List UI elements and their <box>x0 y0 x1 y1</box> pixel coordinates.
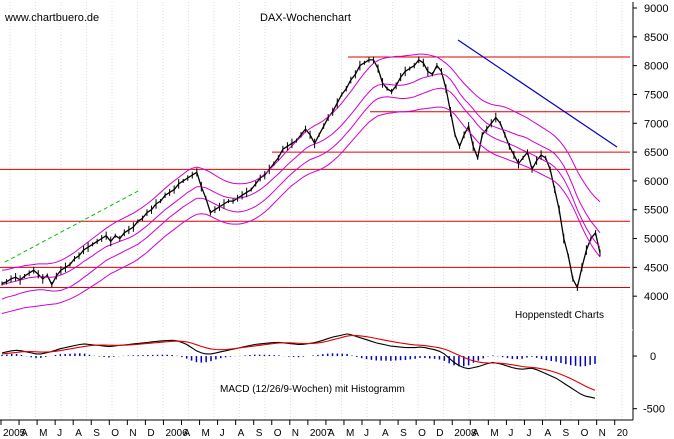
x-tick-label: S <box>93 428 100 439</box>
y-tick-label: 4500 <box>644 262 668 274</box>
y-tick-label: 9000 <box>644 3 668 15</box>
x-tick-label: A <box>545 428 552 439</box>
macd-panel <box>1 333 596 399</box>
x-tick-label: N <box>129 428 136 439</box>
axes <box>0 2 634 421</box>
x-tick-label: A <box>75 428 82 439</box>
x-tick-label: J <box>508 428 513 439</box>
x-tick-label: A <box>382 428 389 439</box>
horizontal-levels <box>0 56 630 289</box>
y-tick-label: 4000 <box>644 291 668 303</box>
x-tick-label: A <box>21 428 28 439</box>
y-tick-label: 6000 <box>644 176 668 188</box>
price-series <box>1 53 601 314</box>
chart-title: DAX-Wochenchart <box>260 12 351 24</box>
y-tick-label: 7000 <box>644 118 668 130</box>
source-note: Hoppenstedt Charts <box>515 310 604 321</box>
x-tick-label: O <box>418 428 426 439</box>
watermark: www.chartbuero.de <box>4 12 99 24</box>
y-tick-label: 8000 <box>644 61 668 73</box>
x-tick-label: 2008 <box>454 428 477 439</box>
x-tick-label: O <box>581 428 589 439</box>
x-tick-label: M <box>39 428 47 439</box>
downtrend-line <box>457 39 618 148</box>
x-tick-label: S <box>400 428 407 439</box>
x-tick-label: 2005 <box>3 428 26 439</box>
x-tick-label: J <box>220 428 225 439</box>
macd-label: MACD (12/26/9-Wochen) mit Histogramm <box>220 384 405 395</box>
macd-tick-label: 0 <box>650 351 656 363</box>
x-tick-label: 20 <box>617 428 629 439</box>
x-tick-label: J <box>57 428 62 439</box>
x-tick-label: J <box>526 428 531 439</box>
y-tick-label: 6500 <box>644 147 668 159</box>
lower-band-line <box>1 106 601 314</box>
signal-line <box>1 334 596 391</box>
x-tick-label: A <box>184 428 191 439</box>
x-tick-label: 2006 <box>165 428 188 439</box>
y-tick-label: 5500 <box>644 205 668 217</box>
x-tick-label: A <box>472 428 479 439</box>
inner-band-line <box>1 87 601 300</box>
uptrend-dashed-line <box>4 189 141 263</box>
trendlines <box>4 39 618 263</box>
grid-layer <box>9 2 623 420</box>
x-tick-label: N <box>292 428 299 439</box>
x-tick-label: D <box>436 428 443 439</box>
x-tick-label: A <box>238 428 245 439</box>
x-tick-label: S <box>563 428 570 439</box>
y-axis-ticks: 9000 8500 8000 7500 7000 6500 6000 5500 5000 4500… <box>633 3 668 416</box>
y-tick-label: 8500 <box>644 32 668 44</box>
moving-average-line <box>1 73 601 286</box>
x-tick-label: M <box>346 428 354 439</box>
x-tick-label: D <box>147 428 154 439</box>
macd-tick-label: -500 <box>643 404 665 416</box>
y-tick-label: 7500 <box>644 89 668 101</box>
y-tick-label: 5000 <box>644 234 668 246</box>
x-tick-label: J <box>364 428 369 439</box>
x-tick-label: S <box>256 428 263 439</box>
x-tick-label: N <box>599 428 606 439</box>
x-tick-label: O <box>274 428 282 439</box>
x-tick-label: O <box>111 428 119 439</box>
x-tick-label: M <box>202 428 210 439</box>
x-tick-label: M <box>490 428 498 439</box>
x-tick-label: A <box>328 428 335 439</box>
x-tick-label: 2007 <box>310 428 333 439</box>
